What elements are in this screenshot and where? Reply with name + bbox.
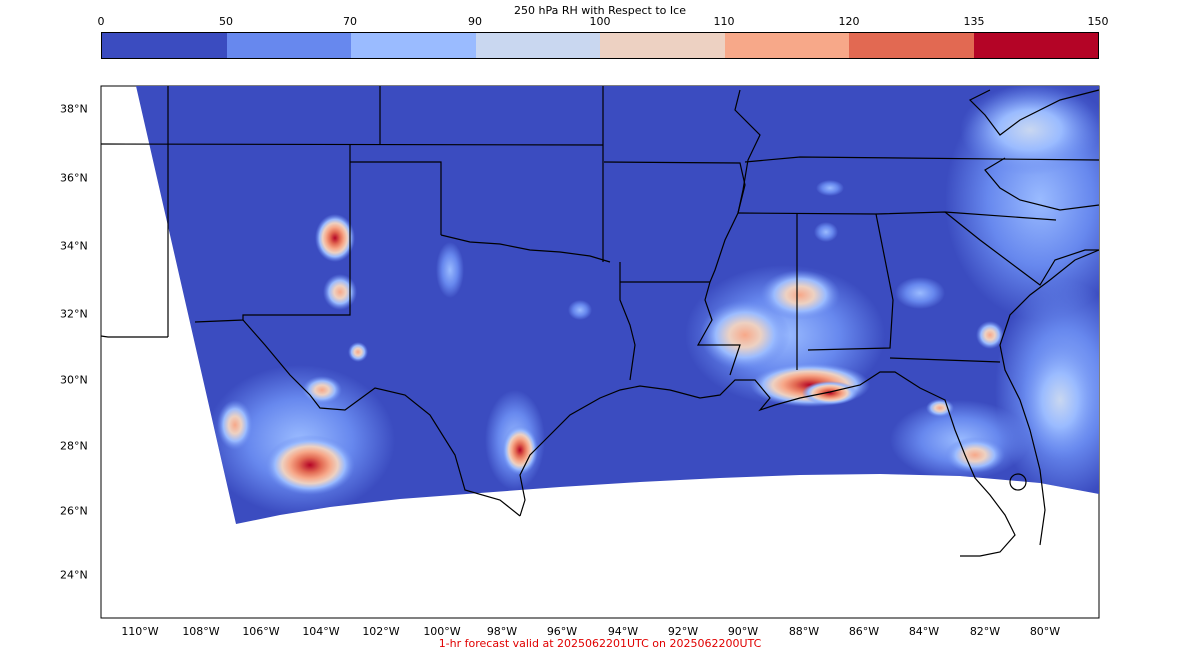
colorbar-segment [475,33,600,58]
lake-okeechobee [1009,473,1027,491]
border-rio-grande [242,319,521,517]
lon-label-92w: 92°W [667,625,699,638]
lat-label-28n: 28°N [60,439,88,453]
colorbar-tick-90: 90 [468,15,482,28]
lon-label-82w: 82°W [969,625,1001,638]
border-red-river [440,234,611,263]
lon-label-100w: 100°W [423,625,461,638]
lon-label-102w: 102°W [362,625,400,638]
colorbar-segment [724,33,849,58]
lon-label-94w: 94°W [607,625,639,638]
lat-label-24n: 24°N [60,568,88,582]
colorbar-tick-150: 150 [1087,15,1109,28]
colorbar-segment [226,33,351,58]
border-oklahoma-panhandle [350,161,442,235]
colorbar-tick-50: 50 [219,15,233,28]
border-tn-south [737,211,1057,221]
rh-region-northeast [960,86,1099,175]
colorbar-segment [973,33,1098,58]
rh-region-mexico-west [217,400,253,450]
lon-label-88w: 88°W [788,625,820,638]
lon-label-80w: 80°W [1029,625,1061,638]
lon-label-106w: 106°W [242,625,280,638]
border-new-mexico [194,144,351,323]
forecast-valid-time: 1-hr forecast valid at 2025062201UTC on … [438,637,762,650]
colorbar-tick-100: 100 [589,15,611,28]
colorbar-segment [849,33,974,58]
colorbar-title: 250 hPa RH with Respect to Ice [514,4,686,17]
lat-label-34n: 34°N [60,239,88,253]
lon-label-96w: 96°W [546,625,578,638]
lon-label-110w: 110°W [121,625,159,638]
rh-region-florida-core [945,437,1005,473]
rh-region-west-texas-cell [348,342,368,362]
colorbar-segment [600,33,725,58]
border-va-nc [984,157,1100,211]
colorbar [101,32,1099,59]
rh-region-new-mexico-south [323,274,357,310]
colorbar-tick-110: 110 [713,15,735,28]
border-ga-fl [889,357,1001,363]
colorbar-segment [351,33,476,58]
rh-region-new-mexico-north [315,214,355,262]
lat-label-26n: 26°N [60,504,88,518]
colorbar-segment [102,33,227,58]
lon-label-108w: 108°W [182,625,220,638]
rh-region-atlantic-core [1020,340,1099,460]
rh-region-south-texas-core [502,425,538,475]
rh-region-west-texas [436,242,464,298]
rh-region-big-bend [302,376,342,404]
rh-region-mexico-core [265,435,355,495]
border-mississippi-river [709,89,761,283]
lat-label-36n: 36°N [60,171,88,185]
colorbar-tick-70: 70 [343,15,357,28]
border-tn-ky [744,156,1100,163]
rh-region-central-texas [568,300,592,320]
rh-field [136,86,1099,524]
lon-label-86w: 86°W [848,625,880,638]
rh-region-florida-north [926,399,954,417]
colorbar-tick-120: 120 [838,15,860,28]
lon-label-84w: 84°W [908,625,940,638]
rh-region-georgia [895,277,945,309]
border-tx-la [619,262,636,381]
rh-region-alabama-north [760,270,840,320]
border-northeast [968,89,1100,136]
border-sc-ga [944,211,1099,286]
coastline-gulf [519,371,1016,557]
lon-label-90w: 90°W [727,625,759,638]
rh-region-mississippi [700,300,790,370]
border-la-ms [696,281,741,376]
lat-label-38n: 38°N [60,102,88,116]
rh-region-tennessee [816,180,844,196]
border-arizona-mexico [100,335,168,338]
rh-region-gulf-coast-core [802,381,858,405]
colorbar-tick-0: 0 [97,15,105,28]
lon-label-98w: 98°W [486,625,518,638]
coastline-atlantic [999,249,1100,546]
border-colorado-south [100,143,604,146]
lat-label-30n: 30°N [60,373,88,387]
border-al-ga [807,213,894,351]
rh-region-alabama-cell [814,222,838,242]
colorbar-tick-135: 135 [963,15,985,28]
lat-label-32n: 32°N [60,307,88,321]
state-borders [100,86,1100,557]
rh-region-georgia-coast [976,321,1004,349]
lon-label-104w: 104°W [302,625,340,638]
